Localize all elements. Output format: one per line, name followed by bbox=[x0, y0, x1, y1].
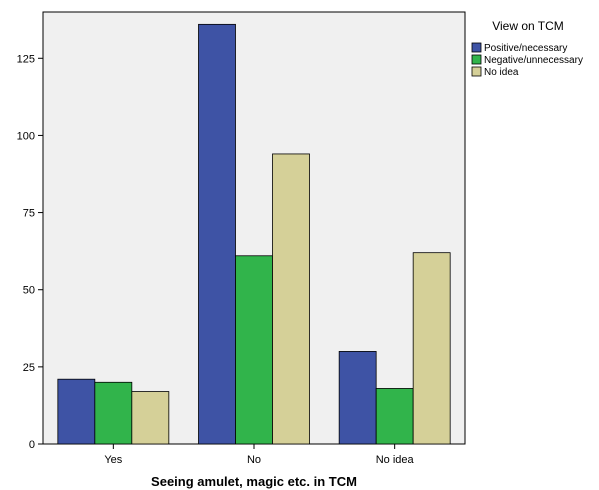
legend-title: View on TCM bbox=[492, 19, 564, 33]
legend-swatch bbox=[471, 54, 482, 65]
bar-negative-unnecessary-no-idea bbox=[375, 388, 414, 445]
bar-no-idea-yes bbox=[131, 391, 170, 445]
legend-label: No idea bbox=[484, 67, 519, 78]
bar-positive-necessary-no-idea bbox=[338, 351, 377, 445]
y-tick-label: 50 bbox=[23, 285, 35, 297]
bar-positive-necessary-yes bbox=[57, 378, 96, 445]
legend-swatch bbox=[471, 42, 482, 53]
bar-negative-unnecessary-no bbox=[235, 255, 273, 445]
y-axis: 0 25 50 75 100 125 bbox=[17, 53, 43, 451]
x-tick-label: Yes bbox=[104, 454, 122, 466]
y-tick-label: 100 bbox=[17, 130, 35, 142]
bar-positive-necessary-no bbox=[198, 23, 236, 445]
x-tick-label: No idea bbox=[376, 454, 415, 466]
x-axis: Yes No No idea bbox=[104, 444, 415, 466]
y-tick-label: 75 bbox=[23, 208, 35, 220]
y-tick-label: 25 bbox=[23, 362, 35, 374]
bar-negative-unnecessary-yes bbox=[94, 381, 133, 445]
y-tick-label: 125 bbox=[17, 53, 35, 65]
x-tick-label: No bbox=[247, 454, 261, 466]
y-tick-label: 0 bbox=[29, 439, 35, 451]
x-axis-title: Seeing amulet, magic etc. in TCM bbox=[151, 474, 357, 489]
legend: View on TCM Positive/necessaryNegative/u… bbox=[471, 19, 583, 78]
bars-group bbox=[57, 23, 451, 445]
legend-swatch bbox=[471, 66, 482, 77]
legend-label: Negative/unnecessary bbox=[484, 55, 583, 66]
bar-no-idea-no-idea bbox=[412, 252, 451, 445]
legend-label: Positive/necessary bbox=[484, 43, 567, 54]
bar-no-idea-no bbox=[272, 153, 310, 445]
